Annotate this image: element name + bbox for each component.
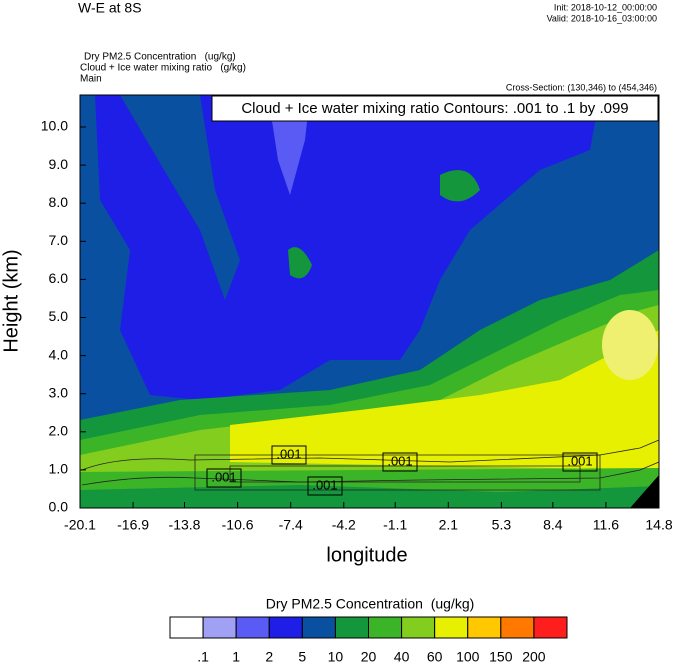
cross-section: Cross-Section: (130,346) to (454,346): [506, 82, 657, 92]
annotation-box: [211, 95, 659, 122]
y-tick-label: 8.0: [49, 194, 69, 210]
x-tick-label: -20.1: [64, 517, 96, 533]
field: [80, 95, 660, 508]
x-tick-label: -1.1: [383, 517, 407, 533]
valid-time: Valid: 2018-10-16_03:00:00: [547, 13, 657, 23]
x-tick-label: 5.3: [492, 517, 512, 533]
colorbar-label: 10: [328, 649, 344, 665]
contour-lines: [81, 439, 660, 491]
x-tick-label: 14.8: [645, 517, 672, 533]
field-fill: [602, 310, 658, 380]
subtitle: Main: [80, 74, 102, 85]
subtitle: Cloud + Ice water mixing ratio (g/kg): [80, 63, 246, 74]
colorbar-label: 2: [265, 649, 273, 665]
field-fill: [288, 247, 312, 279]
colorbar-box: [334, 616, 369, 639]
colorbar-box: [500, 616, 535, 639]
y-tick-label: 5.0: [49, 308, 69, 324]
y-tick-label: 6.0: [49, 270, 69, 286]
colorbar-box: [368, 616, 403, 639]
colorbar-title: Dry PM2.5 Concentration (ug/kg): [266, 596, 475, 612]
colorbar-box: [235, 616, 270, 639]
colorbar-box: [401, 616, 436, 639]
colorbar-label: 150: [489, 649, 513, 665]
field-fill: [440, 170, 480, 202]
y-tick-label: 2.0: [49, 423, 69, 439]
x-tick-label: -13.8: [169, 517, 201, 533]
contour-label-box: [271, 445, 307, 465]
x-axis-label: longitude: [326, 544, 407, 566]
colorbar-label: 60: [427, 649, 443, 665]
contour-label-box: [562, 452, 598, 472]
subtitle: Dry PM2.5 Concentration (ug/kg): [84, 52, 236, 63]
colorbar-box: [268, 616, 303, 639]
contour-label: .001: [387, 453, 412, 468]
contour-label-box: [382, 452, 418, 472]
contour-label-box: [307, 476, 343, 496]
colorbar-box: [467, 616, 502, 639]
colorbar-label: 1: [232, 649, 240, 665]
y-tick-label: 9.0: [49, 156, 69, 172]
colorbar-box: [202, 616, 237, 639]
contour-label: .001: [567, 453, 592, 468]
x-tick-label: 11.6: [593, 517, 619, 533]
plot-frame: [79, 94, 660, 509]
chart-title: W-E at 8S: [78, 0, 142, 16]
y-tick-label: 7.0: [49, 232, 69, 248]
x-tick-label: -7.4: [279, 517, 303, 533]
field-fill: [120, 95, 240, 300]
field-fill: [230, 330, 659, 470]
y-tick-label: 1.0: [49, 461, 69, 477]
x-tick-label: -4.2: [332, 517, 356, 533]
x-tick-label: -10.6: [222, 517, 254, 533]
colorbar-label: 100: [456, 649, 480, 665]
contour-label: .001: [312, 477, 337, 492]
colorbar-box: [434, 616, 469, 639]
field-fill: [80, 485, 659, 508]
contour-note: Cloud + Ice water mixing ratio Contours:…: [241, 100, 628, 117]
colorbar-box: [169, 616, 204, 639]
contour-label-box: [206, 468, 242, 488]
contour-label: .001: [276, 446, 301, 461]
field-fill: [95, 95, 600, 400]
x-tick-label: -16.9: [117, 517, 149, 533]
colorbar-box: [533, 616, 568, 639]
colorbar-label: 40: [394, 649, 410, 665]
y-tick-label: 0.0: [49, 499, 69, 515]
colorbar-label: 200: [522, 649, 546, 665]
y-tick-label: 4.0: [49, 346, 69, 362]
colorbar-label: 5: [298, 649, 306, 665]
colorbar-label: .1: [197, 649, 209, 665]
init-time: Init: 2018-10-12_00:00:00: [554, 2, 657, 12]
contour-label: .001: [211, 469, 236, 484]
colorbar-box: [301, 616, 336, 639]
colorbar-label: 20: [361, 649, 377, 665]
y-tick-label: 10.0: [41, 118, 68, 134]
x-tick-label: 2.1: [439, 517, 459, 533]
x-tick-label: 8.4: [543, 517, 563, 533]
y-tick-label: 3.0: [49, 384, 69, 400]
field-fill: [630, 475, 659, 508]
y-axis-label: Height (km): [0, 249, 22, 352]
